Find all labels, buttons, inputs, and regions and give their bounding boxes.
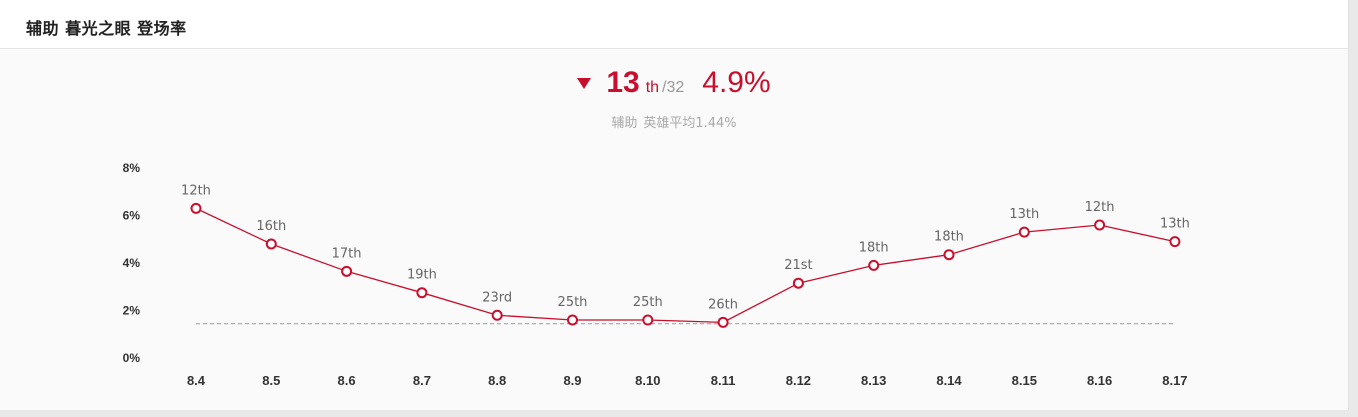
panel-title: 辅助 暮光之眼 登场率 — [26, 19, 187, 38]
data-point[interactable] — [341, 265, 353, 277]
x-axis: 8.4 8.5 8.6 8.7 8.8 8.9 8.10 8.11 8.12 8.13 8.14 8.… — [187, 373, 1188, 388]
data-point[interactable] — [491, 309, 503, 321]
data-point[interactable] — [868, 259, 880, 271]
data-label: 13th — [1160, 217, 1190, 232]
x-tick-label: 8.8 — [488, 373, 506, 388]
x-tick-label: 8.6 — [338, 373, 356, 388]
rank-number: 13 — [606, 66, 640, 99]
data-label: 19th — [407, 268, 437, 283]
x-tick-label: 8.17 — [1162, 373, 1187, 388]
data-point[interactable] — [642, 314, 654, 326]
x-tick-label: 8.4 — [187, 373, 206, 388]
y-tick-label: 6% — [123, 209, 141, 223]
data-label: 26th — [708, 297, 738, 312]
data-point[interactable] — [1094, 219, 1106, 231]
data-label: 12th — [1085, 200, 1115, 215]
trend-down-icon — [577, 78, 592, 89]
data-label: 16th — [256, 219, 286, 234]
x-tick-label: 8.7 — [413, 373, 431, 388]
average-line: 辅助 英雄平均1.44% — [0, 112, 1348, 131]
data-label: 13th — [1009, 207, 1039, 222]
rank-summary: 13 th /32 4.9% 辅助 英雄平均1.44% — [0, 66, 1348, 131]
data-point[interactable] — [265, 238, 277, 250]
x-tick-label: 8.11 — [711, 373, 736, 388]
y-tick-label: 2% — [123, 304, 141, 318]
data-point[interactable] — [567, 314, 578, 326]
data-label: 23rd — [482, 290, 512, 305]
y-tick-label: 0% — [123, 351, 141, 365]
data-label: 21st — [784, 258, 812, 273]
data-label: 25th — [633, 295, 663, 310]
x-tick-label: 8.9 — [563, 373, 581, 388]
data-points — [190, 202, 1181, 328]
data-point[interactable] — [190, 202, 202, 214]
role-label: 辅助 — [611, 116, 638, 131]
data-point[interactable] — [416, 287, 428, 299]
x-tick-label: 8.5 — [262, 373, 280, 388]
data-label: 17th — [332, 246, 362, 261]
y-tick-label: 4% — [123, 256, 141, 270]
data-labels: 12th 16th 17th 19th 23rd 25th 25th 26th 21st 18th… — [181, 183, 1190, 312]
rank-suffix: th — [645, 79, 660, 96]
data-point[interactable] — [1169, 236, 1181, 248]
data-label: 12th — [181, 183, 211, 198]
x-tick-label: 8.14 — [936, 373, 962, 388]
data-label: 18th — [859, 240, 889, 255]
y-axis: 0% 2% 4% 6% 8% — [123, 161, 141, 365]
data-point[interactable] — [717, 316, 729, 328]
data-point[interactable] — [943, 249, 955, 261]
pick-rate: 4.9% — [702, 66, 771, 99]
series-line — [195, 207, 1176, 324]
x-tick-label: 8.15 — [1012, 373, 1037, 388]
data-label: 18th — [934, 230, 964, 245]
x-tick-label: 8.10 — [635, 373, 660, 388]
x-tick-label: 8.16 — [1087, 373, 1112, 388]
x-tick-label: 8.12 — [786, 373, 811, 388]
rank-total: /32 — [662, 79, 685, 96]
data-label: 25th — [558, 295, 588, 310]
x-tick-label: 8.13 — [861, 373, 886, 388]
summary-line: 13 th /32 4.9% — [577, 66, 771, 100]
data-point[interactable] — [1018, 226, 1030, 238]
popularity-panel: 辅助 暮光之眼 登场率 13 th /32 4.9% 辅助 英雄平均1.44% — [0, 0, 1349, 410]
y-tick-label: 8% — [123, 161, 141, 175]
hero-average-label: 英雄平均1.44% — [643, 116, 737, 131]
panel-header: 辅助 暮光之眼 登场率 — [0, 0, 1348, 49]
data-point[interactable] — [792, 277, 804, 289]
